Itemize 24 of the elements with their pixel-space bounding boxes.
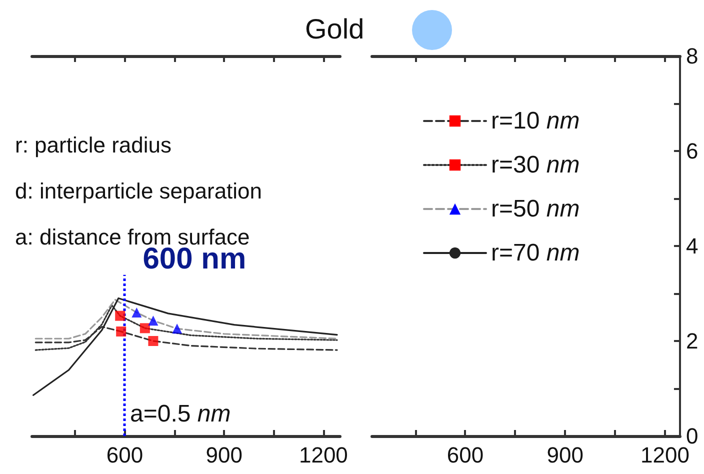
y-tick-label: 2 — [686, 328, 698, 354]
x-tick-label: 600 — [106, 442, 144, 468]
annotation: r: particle radius — [15, 132, 172, 158]
legend-label: r=10 nm — [491, 108, 580, 134]
annotation: a=0.5 nm — [130, 400, 231, 428]
legend-label: r=30 nm — [491, 152, 580, 178]
y-tick-label: 8 — [686, 44, 698, 68]
x-tick-label: 900 — [546, 442, 584, 468]
point — [148, 316, 158, 326]
legend-label: r=70 nm — [491, 240, 580, 266]
y-tick-label: 6 — [686, 138, 698, 164]
point — [116, 326, 126, 336]
point — [140, 323, 150, 334]
annotation: d: interparticle separation — [15, 178, 262, 204]
y-tick-label: 4 — [686, 234, 698, 258]
legend-label: r=50 nm — [491, 196, 580, 222]
point — [132, 308, 142, 318]
point — [115, 310, 126, 321]
point — [148, 336, 158, 346]
x-tick-label: 900 — [206, 442, 242, 468]
x-tick-label: 600 — [446, 442, 484, 468]
x-tick-label: 1200 — [298, 442, 348, 468]
chart-title: Gold — [305, 14, 364, 44]
point — [172, 324, 182, 334]
